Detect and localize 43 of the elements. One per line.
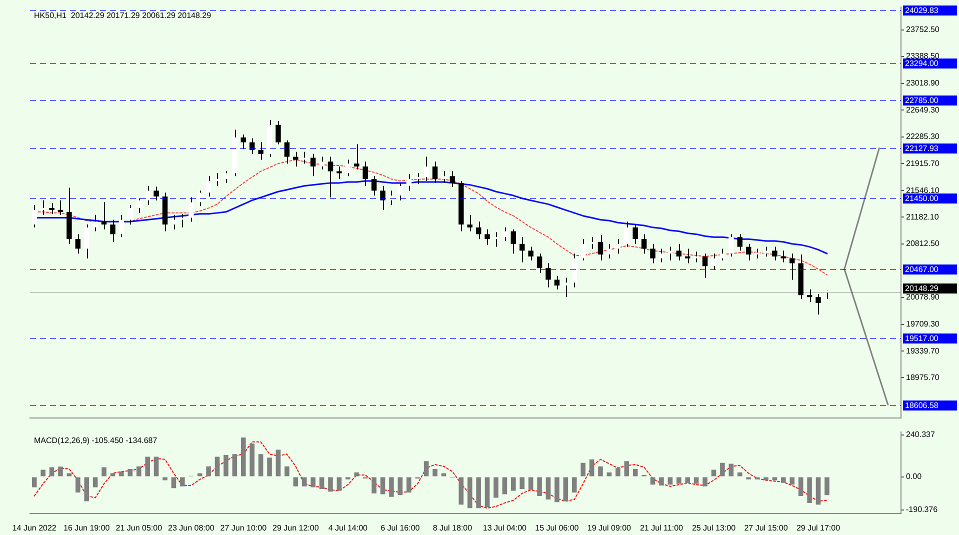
- ref-line-label: 20467.00: [905, 265, 939, 274]
- text: HK50,H1 20142.29 20171.29 20061.29 20148.29: [34, 11, 212, 20]
- y-tick-label: 0.00: [906, 472, 922, 481]
- x-tick-label: 25 Jul 13:00: [692, 523, 736, 532]
- x-tick-label: 23 Jun 08:00: [168, 523, 215, 532]
- y-tick-label: 23018.90: [906, 78, 940, 88]
- x-tick-label: 14 Jun 2022: [12, 523, 57, 532]
- ref-line-label: 22127.93: [905, 144, 939, 154]
- x-tick-label: 27 Jun 10:00: [220, 523, 268, 532]
- x-tick-label: 27 Jul 15:00: [744, 523, 788, 532]
- y-tick-label: -190.376: [906, 505, 938, 514]
- y-tick-label: 22285.30: [906, 132, 940, 141]
- x-tick-label: 16 Jun 19:00: [63, 523, 110, 532]
- x-tick-label: 8 Jul 18:00: [432, 523, 473, 532]
- x-tick-label: 15 Jul 06:00: [535, 523, 580, 532]
- ref-line-label: 19517.00: [905, 334, 939, 344]
- text: MACD(12,26,9) -105.450 -134.687: [34, 436, 158, 446]
- ref-line-label: 22785.00: [905, 96, 939, 106]
- y-tick-label: 23388.50: [906, 52, 940, 61]
- y-tick-label: 20812.50: [906, 239, 940, 248]
- y-tick-label: 240.337: [906, 430, 936, 440]
- x-tick-label: 21 Jun 05:00: [116, 523, 163, 532]
- y-tick-label: 21915.70: [906, 158, 940, 168]
- ref-line-label: 23294.00: [905, 59, 939, 68]
- ref-line-label: 20148.29: [905, 284, 939, 294]
- ref-line-label: 21450.00: [905, 194, 939, 204]
- ref-line-label: 18606.58: [905, 401, 939, 410]
- y-tick-label: 19709.30: [906, 320, 940, 329]
- x-tick-label: 13 Jul 04:00: [482, 523, 528, 532]
- y-tick-label: 22649.30: [906, 105, 940, 114]
- y-tick-label: 23752.50: [906, 25, 940, 34]
- x-tick-label: 29 Jul 17:00: [796, 523, 841, 532]
- y-tick-label: 21546.10: [906, 186, 940, 195]
- x-tick-label: 21 Jul 11:00: [640, 523, 684, 532]
- y-tick-label: 18975.70: [906, 372, 940, 382]
- y-tick-label: 21182.10: [906, 212, 940, 222]
- x-tick-label: 29 Jun 12:00: [272, 523, 320, 532]
- y-tick-label: 19339.70: [906, 346, 940, 356]
- ref-line-label: 24029.83: [905, 6, 939, 16]
- x-tick-label: 4 Jul 14:00: [328, 523, 368, 532]
- x-tick-label: 19 Jul 09:00: [587, 523, 632, 532]
- y-tick-label: 20078.90: [906, 292, 940, 302]
- x-tick-label: 6 Jul 16:00: [380, 523, 420, 532]
